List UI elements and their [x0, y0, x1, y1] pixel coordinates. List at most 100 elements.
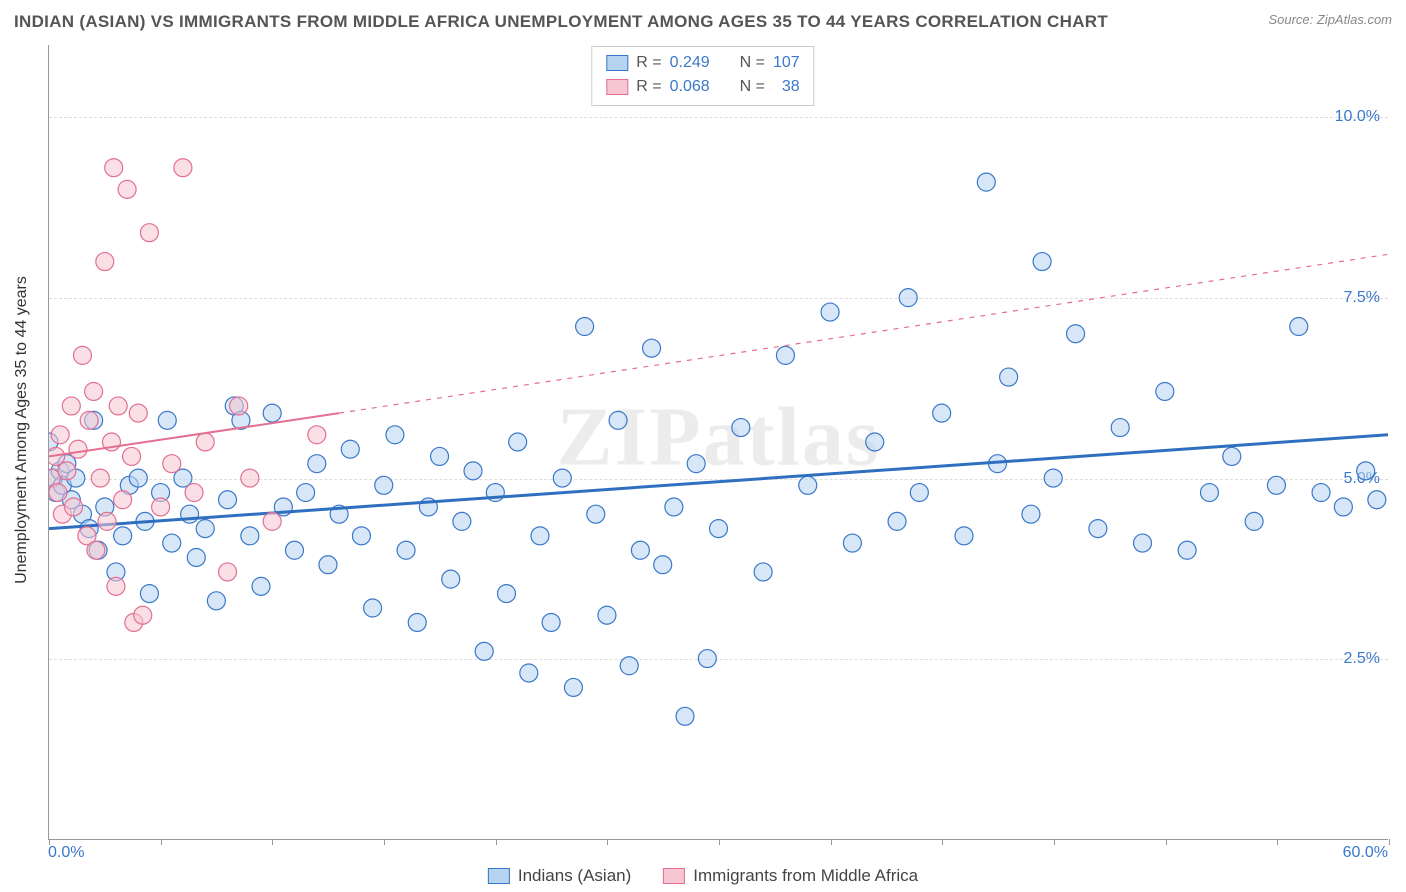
data-point [587, 505, 605, 523]
data-point [933, 404, 951, 422]
data-point [219, 491, 237, 509]
x-tick [384, 839, 385, 845]
series-label: Immigrants from Middle Africa [693, 866, 918, 886]
data-point [73, 346, 91, 364]
series-legend: Indians (Asian) Immigrants from Middle Af… [488, 866, 918, 886]
data-point [431, 447, 449, 465]
data-point [129, 469, 147, 487]
chart-title: INDIAN (ASIAN) VS IMMIGRANTS FROM MIDDLE… [14, 12, 1108, 32]
data-point [475, 642, 493, 660]
data-point [91, 469, 109, 487]
data-point [576, 318, 594, 336]
data-point [710, 520, 728, 538]
data-point [888, 512, 906, 530]
data-point [58, 462, 76, 480]
n-label: N = [740, 75, 765, 99]
data-point [152, 498, 170, 516]
data-point [109, 397, 127, 415]
data-point [241, 527, 259, 545]
data-point [65, 498, 83, 516]
data-point [114, 491, 132, 509]
data-point [230, 397, 248, 415]
data-point [1368, 491, 1386, 509]
legend-row: R = 0.068 N = 38 [606, 75, 799, 99]
x-axis-min-label: 0.0% [48, 844, 84, 862]
r-label: R = [636, 51, 661, 75]
data-point [352, 527, 370, 545]
data-point [1156, 382, 1174, 400]
trend-line-dashed [339, 254, 1388, 413]
legend-swatch [606, 79, 628, 95]
r-label: R = [636, 75, 661, 99]
legend-swatch [606, 55, 628, 71]
data-point [196, 520, 214, 538]
data-point [107, 577, 125, 595]
data-point [464, 462, 482, 480]
x-tick [607, 839, 608, 845]
data-point [308, 426, 326, 444]
r-value: 0.068 [670, 75, 722, 99]
series-label: Indians (Asian) [518, 866, 631, 886]
data-point [69, 440, 87, 458]
data-point [1200, 484, 1218, 502]
data-point [442, 570, 460, 588]
source-label: Source: ZipAtlas.com [1268, 12, 1392, 27]
x-tick [1166, 839, 1167, 845]
data-point [308, 455, 326, 473]
data-point [49, 484, 67, 502]
series-legend-item: Immigrants from Middle Africa [663, 866, 918, 886]
data-point [1334, 498, 1352, 516]
series-legend-item: Indians (Asian) [488, 866, 631, 886]
data-point [129, 404, 147, 422]
data-point [1357, 462, 1375, 480]
data-point [665, 498, 683, 516]
data-point [140, 224, 158, 242]
data-point [285, 541, 303, 559]
x-tick [1389, 839, 1390, 845]
data-point [62, 397, 80, 415]
x-axis-max-label: 60.0% [1343, 844, 1388, 862]
data-point [453, 512, 471, 530]
data-point [51, 426, 69, 444]
data-point [187, 549, 205, 567]
x-tick [831, 839, 832, 845]
data-point [134, 606, 152, 624]
data-point [698, 650, 716, 668]
data-point [297, 484, 315, 502]
data-point [955, 527, 973, 545]
data-point [1022, 505, 1040, 523]
data-point [105, 159, 123, 177]
data-point [1067, 325, 1085, 343]
data-point [341, 440, 359, 458]
data-point [158, 411, 176, 429]
data-point [821, 303, 839, 321]
data-point [732, 419, 750, 437]
data-point [263, 512, 281, 530]
data-point [531, 527, 549, 545]
data-point [910, 484, 928, 502]
data-point [1312, 484, 1330, 502]
data-point [497, 585, 515, 603]
data-point [620, 657, 638, 675]
data-point [609, 411, 627, 429]
data-point [114, 527, 132, 545]
n-value: 38 [773, 75, 800, 99]
data-point [185, 484, 203, 502]
data-point [1223, 447, 1241, 465]
data-point [123, 447, 141, 465]
data-point [1178, 541, 1196, 559]
data-point [163, 534, 181, 552]
data-point [80, 411, 98, 429]
data-point [252, 577, 270, 595]
data-point [676, 707, 694, 725]
x-tick [719, 839, 720, 845]
data-point [643, 339, 661, 357]
data-point [364, 599, 382, 617]
x-tick [272, 839, 273, 845]
data-point [207, 592, 225, 610]
data-point [1033, 253, 1051, 271]
data-point [1134, 534, 1152, 552]
data-point [1000, 368, 1018, 386]
data-point [241, 469, 259, 487]
title-bar: INDIAN (ASIAN) VS IMMIGRANTS FROM MIDDLE… [14, 12, 1392, 32]
